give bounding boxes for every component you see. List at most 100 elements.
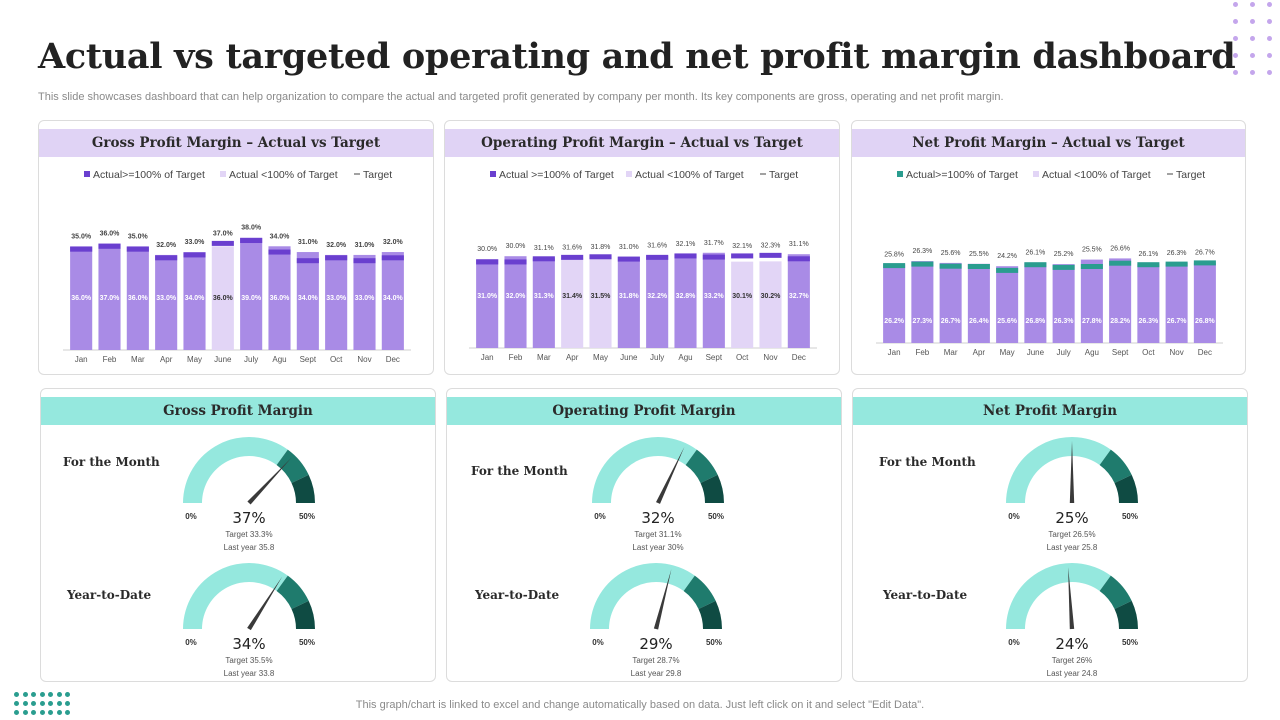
bar-value-label: 26.7% [941,318,962,325]
bar [325,254,348,350]
target-marker [1024,262,1047,268]
target-value-label: 32.1% [732,243,752,250]
bar-value-label: 26.7% [1167,318,1188,325]
x-tick-label: Dec [792,353,806,362]
bar-value-label: 26.2% [884,318,905,325]
teal-dot [48,692,53,697]
target-value-label: 32.0% [383,239,404,246]
target-value-label: 24.2% [997,253,1017,260]
bar-value-label: 36.0% [270,295,291,302]
net-margin-bar-panel: Net Profit Margin – Actual vs Target Act… [851,120,1246,375]
target-value-label: 31.1% [789,241,809,248]
x-tick-label: Sept [300,355,317,364]
target-marker [911,261,934,267]
bar-value-label: 33.2% [704,293,725,300]
gross-margin-gauge-title: Gross Profit Margin [41,397,435,425]
bar [617,256,640,348]
gauge-band-mid [683,575,716,609]
legend-label: Target [363,169,392,181]
gauge-needle [1069,441,1075,503]
target-value-label: 31.8% [591,244,611,251]
net-margin-gauges: 0% 50% 25% Target 26.5% Last year 25.8 0% 50% 2… [1006,437,1138,678]
legend-swatch [220,171,226,177]
target-marker [674,253,697,259]
gauge-band-mid [276,449,309,483]
gauge-last-year: Last year 35.8 [224,543,275,552]
net-ytd-label: Year-to-Date [883,588,968,602]
x-tick-label: Jan [888,348,901,357]
target-marker [883,263,906,269]
target-marker [561,254,584,260]
gauge-needle [653,568,672,630]
bar-value-label: 31.8% [619,293,640,300]
bar [476,259,499,348]
bar-value-label: 32.8% [676,293,697,300]
gauge-max-label: 50% [299,638,315,647]
bar-value-label: 34.0% [185,295,206,302]
bar-value-label: 30.1% [732,293,753,300]
bar-value-label: 36.0% [71,295,92,302]
target-marker [183,252,206,258]
bar-value-label: 25.6% [997,318,1018,325]
x-tick-label: May [187,355,202,364]
gross-ytd-label: Year-to-Date [67,588,152,602]
purple-dot [1233,2,1238,7]
bar-value-label: 36.0% [128,295,149,302]
gauge-needle [1068,567,1075,630]
operating-margin-gauge-panel: Operating Profit Margin For the Month Ye… [446,388,842,682]
page-title: Actual vs targeted operating and net pro… [38,36,1236,77]
gross-margin-bar-chart: Actual>=100% of Target Actual <100% of Ta… [63,169,411,364]
gauge-band-mid [276,575,309,609]
target-value-label: 32.0% [326,242,347,249]
x-tick-label: Feb [509,353,523,362]
teal-dot [39,701,45,706]
teal-dot [48,701,53,706]
bar-value-label: 32.2% [647,293,668,300]
target-value-label: 37.0% [213,230,234,237]
target-value-label: 26.1% [1138,251,1158,258]
teal-dot [22,701,28,706]
bar-value-label: 32.0% [506,293,527,300]
teal-dot [48,710,53,715]
gauge-value: 37% [232,509,265,527]
bar-value-label: 26.3% [1138,318,1159,325]
gauge-value: 25% [1055,509,1088,527]
purple-dot [1267,53,1272,58]
bar [504,256,527,348]
teal-dot [65,710,70,715]
target-value-label: 25.8% [884,251,904,258]
bar [759,261,782,348]
bar [381,252,404,350]
target-marker [296,258,319,264]
teal-dot [39,692,45,697]
x-tick-label: Oct [736,353,749,362]
target-marker [759,252,782,258]
bar [939,262,962,343]
gauge-band-high [291,600,315,629]
gauge-needle [247,457,292,505]
gauge-band-high [698,600,722,629]
gross-margin-gauge-panel: Gross Profit Margin For the Month Year-t… [40,388,436,682]
x-tick-label: Mar [537,353,551,362]
legend-label: Target [769,169,798,181]
gauge-band-low [1006,437,1111,503]
gauge-band-low [183,563,288,629]
x-tick-label: July [650,353,664,362]
operating-month-label: For the Month [471,464,568,478]
gauge-band-low [592,437,697,503]
legend-label: Actual >=100% of Target [499,169,614,181]
gauge-last-year: Last year 30% [632,543,683,552]
operating-margin-bar-title: Operating Profit Margin – Actual vs Targ… [445,129,839,157]
gauge-max-label: 50% [708,512,724,521]
gauge-value: 29% [639,635,672,653]
teal-dot [14,710,19,715]
bar [183,252,206,350]
x-tick-label: Apr [160,355,173,364]
x-tick-label: Agu [1085,348,1099,357]
target-value-label: 25.5% [969,251,989,258]
purple-dot [1233,19,1238,24]
bar-value-label: 27.8% [1082,318,1103,325]
gauge-target: Target 31.1% [634,530,681,539]
target-value-label: 25.5% [1082,247,1102,254]
x-tick-label: Mar [131,355,145,364]
